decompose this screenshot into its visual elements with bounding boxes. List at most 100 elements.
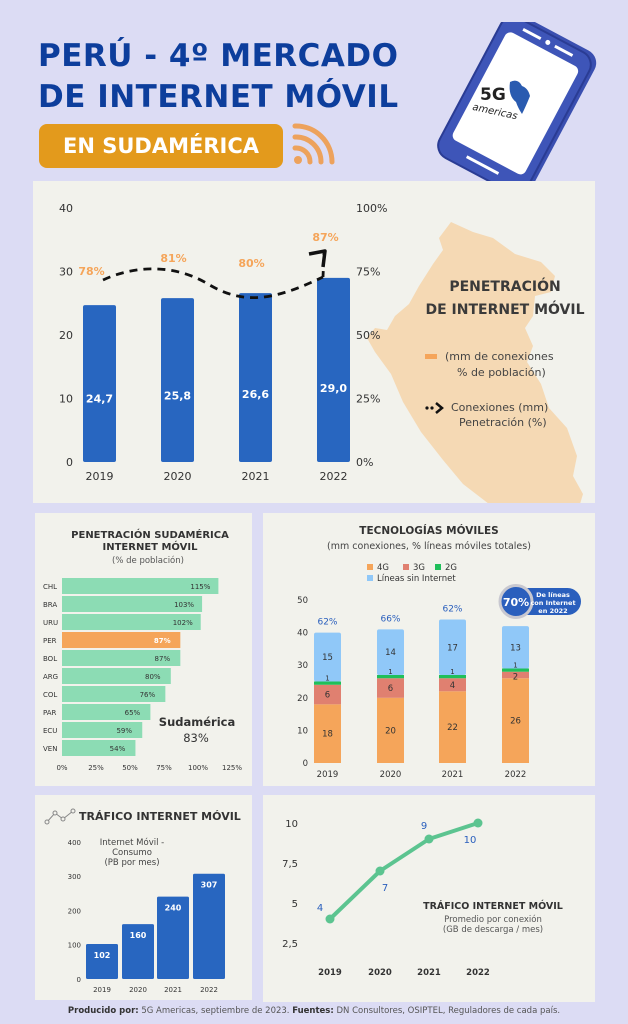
- country-value-label: 76%: [140, 691, 156, 699]
- connections-bar: [317, 277, 350, 462]
- country-bar: [62, 614, 201, 630]
- peru-map-shape: [367, 222, 583, 503]
- x-tick-label: 2020: [380, 770, 402, 780]
- chart3-title: TECNOLOGÍAS MÓVILES: [359, 524, 498, 537]
- country-value-label: 102%: [173, 619, 193, 627]
- x-tick-label: 2021: [242, 470, 270, 483]
- traffic-average-point: [473, 818, 483, 828]
- traffic-average-point: [375, 866, 385, 876]
- stack-segment-2g: [439, 674, 466, 679]
- country-value-label: 54%: [110, 745, 126, 753]
- traffic-value-label: 160: [130, 931, 147, 940]
- stack-value-label-2g: 1: [325, 675, 329, 683]
- stack-segment-4g: [439, 691, 466, 763]
- traffic-average-value-label: 7: [382, 883, 388, 894]
- stack-segment-2g: [377, 674, 404, 679]
- y2-tick-label: 0%: [356, 456, 373, 469]
- stack-segment-l-neas-sin-internet: [377, 629, 404, 675]
- y-tick-label: 30: [59, 266, 73, 279]
- connections-value-label: 24,7: [86, 392, 113, 405]
- chart4-title: TRÁFICO INTERNET MÓVIL: [79, 810, 241, 823]
- penetration-label: 80%: [238, 257, 264, 270]
- stack-segment-3g: [377, 678, 404, 698]
- trend-line-icon: [44, 808, 76, 825]
- stack-segment-l-neas-sin-internet: [314, 632, 341, 682]
- country-bar: [62, 578, 219, 594]
- x-tick-label: 2022: [505, 770, 527, 780]
- traffic-average-value-label: 9: [421, 821, 427, 832]
- legend-label: 3G: [413, 563, 425, 573]
- country-bar: [62, 740, 136, 756]
- chart4-subtitle-2: Consumo: [112, 848, 152, 858]
- stack-value-label-3g: 6: [325, 691, 330, 701]
- south-america-chart: PENETRACIÓN SUDAMÉRICA INTERNET MÓVIL (%…: [43, 528, 242, 772]
- y-tick-label: 7,5: [282, 859, 298, 870]
- region-badge: EN SUDAMÉRICA: [39, 124, 283, 168]
- country-bar: [62, 686, 166, 702]
- penetration-label: 81%: [160, 252, 186, 265]
- traffic-value-label: 307: [201, 881, 218, 890]
- stack-value-label-3g: 6: [388, 684, 393, 694]
- page-title-line1: PERÚ - 4º MERCADO: [38, 38, 399, 74]
- y-tick-label: 30: [297, 661, 308, 671]
- footer-credits: Producido por: 5G Americas, septiembre d…: [0, 1006, 628, 1016]
- y-tick-label: 200: [68, 907, 81, 915]
- x-tick-label: 2021: [417, 968, 441, 978]
- traffic-average-point: [424, 834, 434, 844]
- y-tick-label: 100: [68, 942, 81, 950]
- country-value-label: 115%: [190, 583, 210, 591]
- country-bar: [62, 704, 151, 720]
- chart3-subtitle: (mm conexiones, % líneas móviles totales…: [327, 541, 531, 552]
- x-tick-label: 50%: [122, 764, 138, 772]
- x-tick-label: 2019: [93, 986, 111, 994]
- traffic-average-chart: 2,5 5 7,5 10 4 2019 7 2020 9 2021 10 2022 TRÁFICO …: [282, 818, 563, 978]
- callout-value: 70%: [503, 596, 529, 609]
- chart5-subtitle-1: Promedio por conexión: [444, 914, 542, 925]
- y-tick-label: 10: [297, 726, 308, 736]
- legend-arrow-marker: [425, 402, 444, 414]
- country-label: ARG: [43, 673, 58, 681]
- page-title-line2: DE INTERNET MÓVIL: [38, 79, 399, 115]
- y-tick-label: 40: [59, 202, 73, 215]
- internet-share-label: 62%: [442, 605, 462, 615]
- stack-value-label: 13: [510, 643, 521, 653]
- country-bar: [62, 722, 143, 738]
- x-tick-label: 2019: [318, 968, 342, 978]
- stack-segment-4g: [377, 697, 404, 763]
- traffic-value-label: 240: [165, 904, 182, 913]
- country-bar: [62, 596, 203, 612]
- penetration-label: 87%: [312, 231, 338, 244]
- x-tick-label: 2020: [368, 968, 392, 978]
- region-badge-label: EN SUDAMÉRICA: [63, 134, 259, 158]
- wifi-signal-icon: [292, 123, 335, 165]
- x-tick-label: 2019: [86, 470, 114, 483]
- y-tick-label: 10: [285, 819, 298, 830]
- connections-bar: [161, 298, 194, 462]
- traffic-average-point: [325, 914, 335, 924]
- country-label: ECU: [43, 727, 57, 735]
- x-tick-label: 75%: [156, 764, 172, 772]
- legend-bar-label-2: % de población): [457, 366, 546, 379]
- country-label: BOL: [43, 655, 57, 663]
- stack-segment-3g: [439, 678, 466, 692]
- callout-line1: De líneas: [536, 591, 570, 599]
- x-tick-label: 2019: [317, 770, 339, 780]
- traffic-bar: [122, 924, 154, 979]
- traffic-average-panel: [263, 795, 595, 1002]
- legend-arrow-label-2: Penetración (%): [459, 416, 547, 429]
- traffic-consumption-chart: TRÁFICO INTERNET MÓVIL Internet Móvil - …: [44, 808, 241, 994]
- country-label: COL: [43, 691, 57, 699]
- legend-arrow-label-1: Conexiones (mm): [451, 401, 548, 414]
- country-label: VEN: [43, 745, 57, 753]
- country-value-label: 87%: [155, 655, 171, 663]
- legend-label: 2G: [445, 563, 457, 573]
- stack-segment-4g: [314, 704, 341, 763]
- footer-produced-label: Producido por:: [67, 1006, 139, 1016]
- traffic-bar: [193, 873, 225, 979]
- y-tick-label: 0: [303, 759, 308, 769]
- y-tick-label: 0: [66, 456, 73, 469]
- stack-value-label-2g: 1: [450, 668, 454, 676]
- south-america-avg-label: Sudamérica: [159, 715, 235, 729]
- connections-value-label: 26,6: [242, 388, 269, 401]
- stack-value-label-2g: 1: [388, 668, 392, 676]
